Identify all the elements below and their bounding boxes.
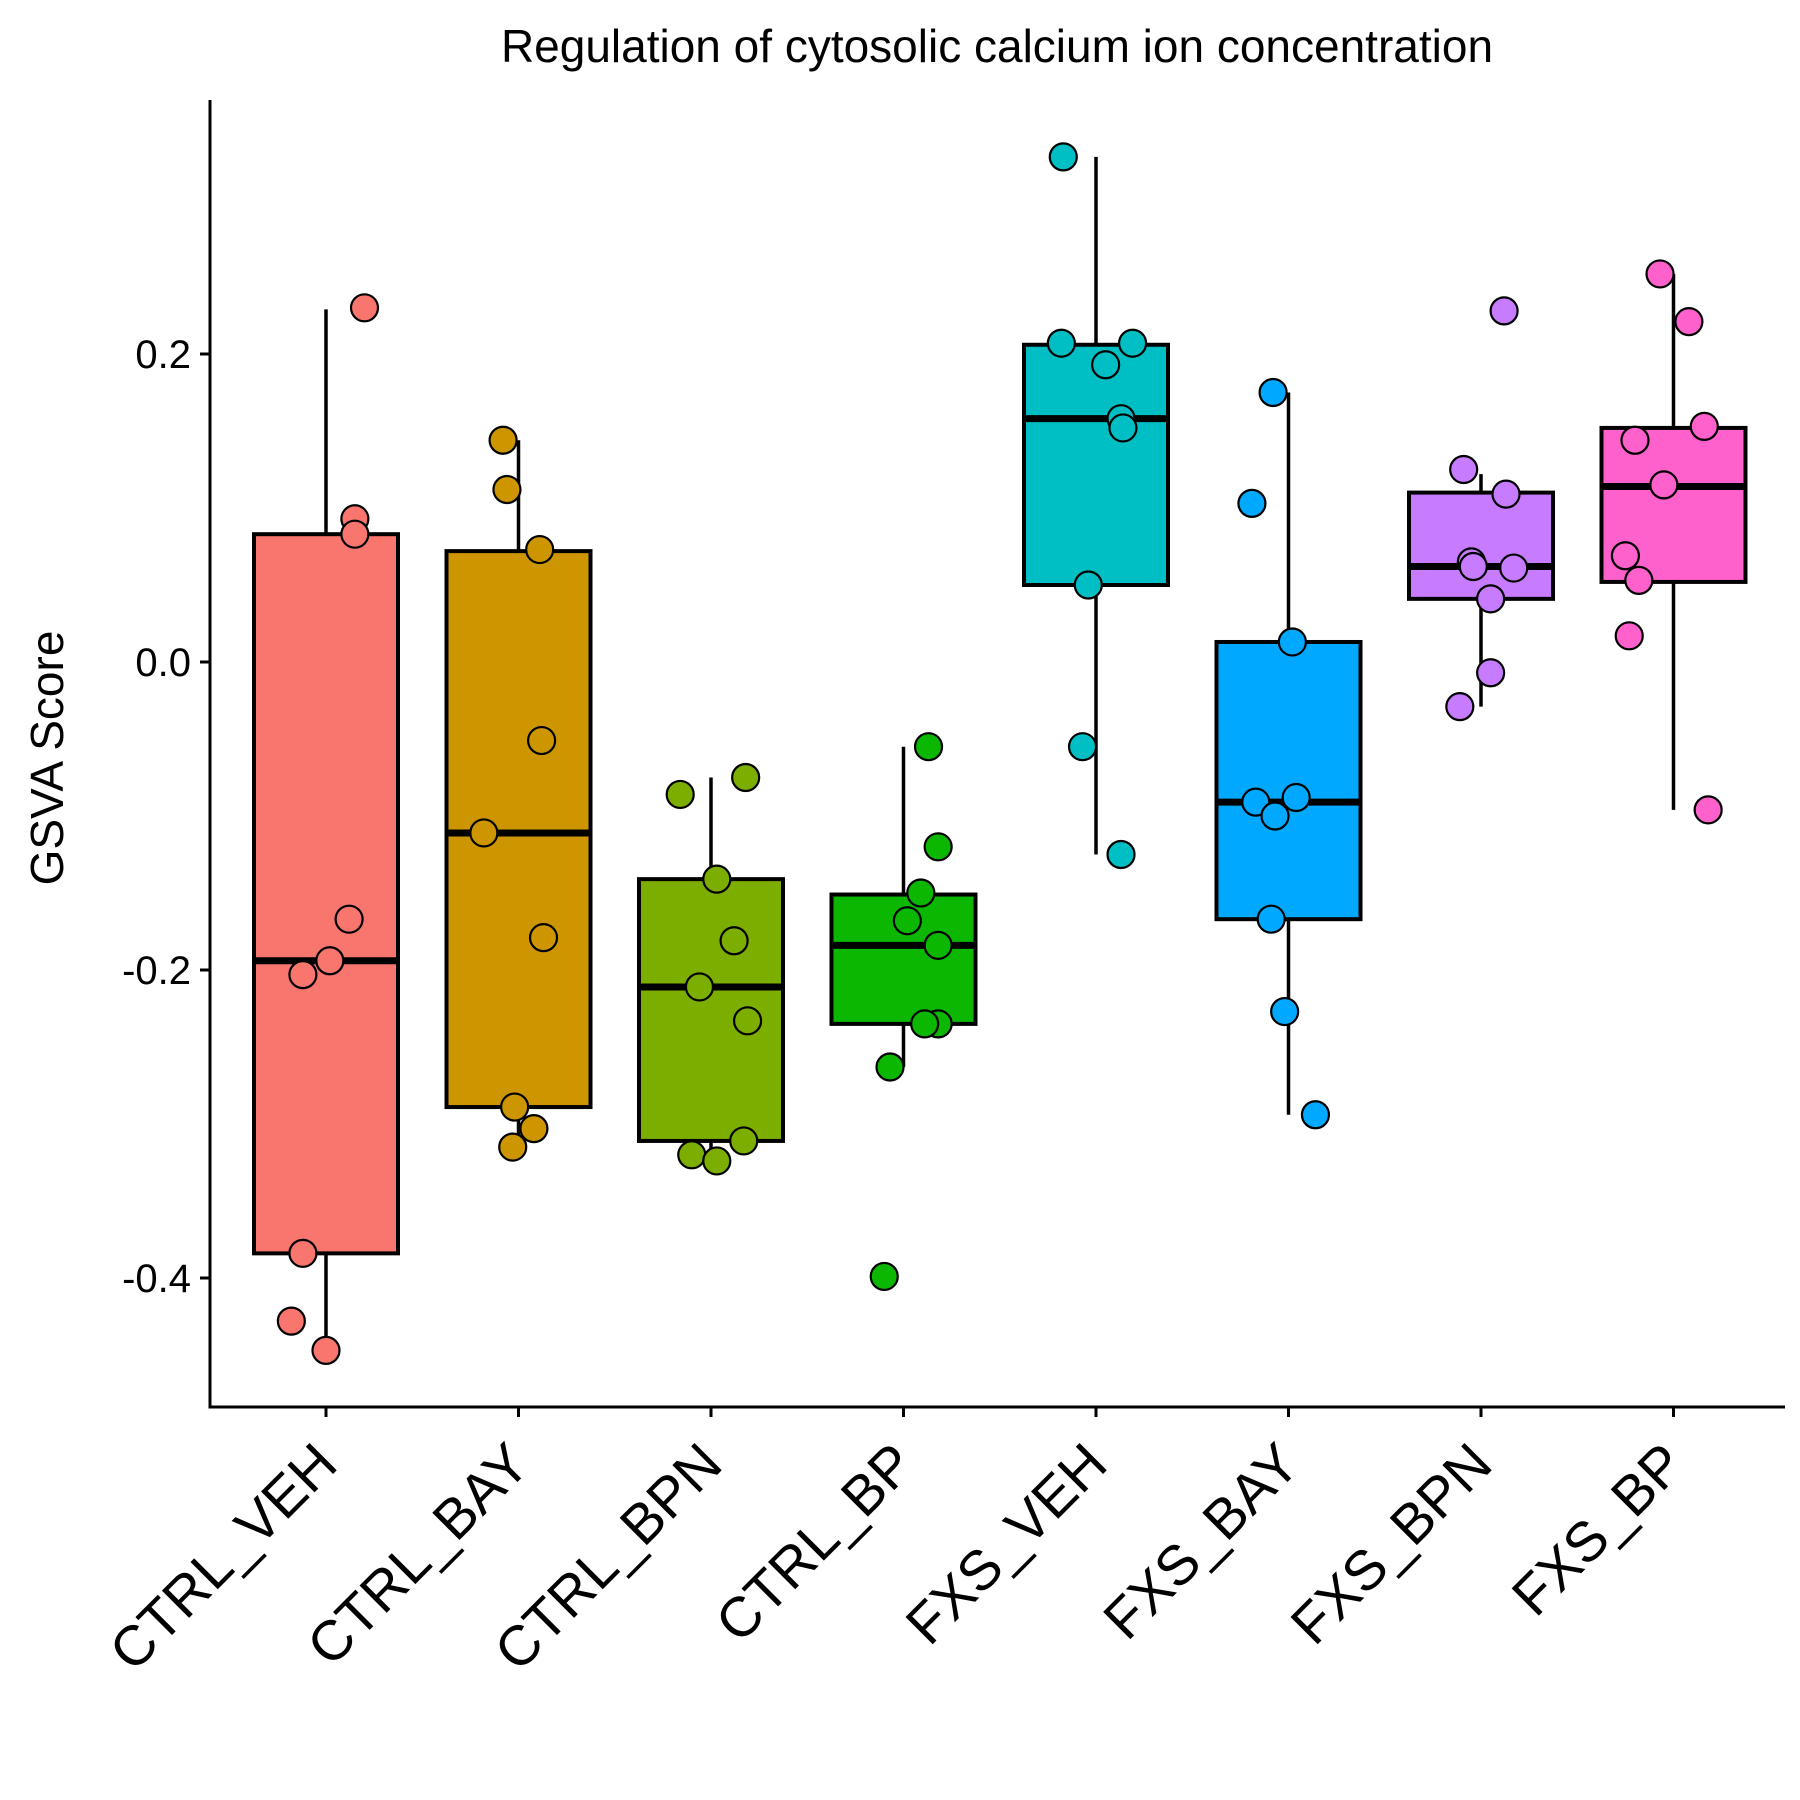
data-point: [665, 779, 695, 810]
data-point: [1258, 377, 1288, 408]
box-group-fxs-veh: [1022, 142, 1170, 870]
plot-area: [252, 142, 1748, 1365]
data-point: [1458, 551, 1488, 582]
data-point: [1106, 839, 1136, 870]
data-point: [729, 1126, 759, 1156]
data-point: [1445, 692, 1475, 722]
data-point: [1620, 425, 1650, 455]
data-point: [340, 519, 370, 549]
data-point: [492, 474, 522, 505]
box-body: [1214, 639, 1363, 922]
chart-title: Regulation of cytosolic calcium ion conc…: [501, 20, 1493, 72]
data-point: [349, 293, 380, 323]
data-point: [1624, 565, 1654, 595]
data-point: [1067, 732, 1098, 762]
y-tick-label: 0.0: [135, 641, 191, 685]
data-point: [525, 534, 555, 565]
data-point: [1645, 259, 1675, 289]
data-point: [731, 762, 761, 793]
data-point: [1689, 411, 1719, 441]
data-point: [702, 864, 732, 894]
data-point: [677, 1140, 707, 1170]
box-body: [252, 532, 400, 1256]
y-axis-ticks: 0.2 0.0 -0.2 -0.4: [122, 333, 210, 1301]
data-point: [519, 1114, 549, 1144]
box-body: [1022, 342, 1170, 588]
box-group-fxs-bay: [1214, 377, 1363, 1130]
data-point: [1073, 570, 1103, 600]
data-point: [500, 1092, 530, 1122]
x-axis-ticks: CTRL_VEHCTRL_BAYCTRL_BPNCTRL_BPFXS_VEHFX…: [97, 1407, 1696, 1682]
data-point: [528, 923, 559, 953]
data-point: [906, 878, 936, 908]
data-point: [1491, 479, 1521, 509]
data-point: [288, 1238, 318, 1268]
data-point: [684, 972, 715, 1002]
data-point: [1610, 541, 1640, 571]
data-point: [892, 906, 922, 936]
box-group-ctrl-veh: [252, 293, 400, 1365]
data-point: [1237, 488, 1267, 518]
data-point: [498, 1132, 528, 1162]
data-point: [1489, 296, 1519, 326]
data-point: [526, 725, 557, 756]
data-point: [923, 930, 953, 960]
data-point: [1260, 801, 1290, 831]
data-point: [1614, 621, 1644, 651]
data-point: [1256, 904, 1286, 934]
box-group-ctrl-bp: [829, 732, 978, 1292]
data-point: [923, 832, 953, 862]
y-tick-label: 0.2: [135, 333, 191, 377]
y-axis-label: GSVA Score: [21, 631, 73, 886]
data-point: [334, 904, 364, 934]
x-tick-label: FXS_BP: [1500, 1431, 1696, 1627]
data-point: [913, 732, 944, 762]
data-point: [469, 818, 499, 848]
data-point: [702, 1146, 732, 1176]
data-point: [1091, 350, 1121, 380]
data-point: [1117, 328, 1148, 358]
data-point: [1476, 584, 1506, 614]
data-point: [1046, 328, 1076, 358]
data-point: [1277, 627, 1307, 657]
data-point: [1476, 658, 1506, 688]
box-group-fxs-bp: [1599, 259, 1748, 825]
data-point: [1499, 553, 1529, 583]
data-point: [276, 1306, 306, 1336]
data-point: [1449, 454, 1479, 485]
data-point: [1693, 795, 1723, 825]
data-point: [315, 946, 345, 976]
box-group-fxs-bpn: [1407, 296, 1555, 722]
data-point: [1281, 782, 1311, 813]
data-point: [1108, 413, 1138, 443]
box-body: [1407, 490, 1555, 601]
data-point: [311, 1335, 341, 1365]
data-point: [1649, 470, 1679, 500]
data-point: [869, 1261, 899, 1292]
y-tick-label: -0.2: [122, 949, 191, 993]
data-point: [488, 425, 518, 455]
data-point: [1270, 996, 1300, 1027]
box-body: [829, 892, 978, 1026]
data-point: [1300, 1100, 1331, 1130]
box-group-ctrl-bpn: [637, 762, 785, 1176]
data-point: [719, 926, 749, 956]
x-tick-label: CTRL_BP: [703, 1431, 926, 1654]
data-point: [910, 1009, 940, 1039]
box-body: [637, 877, 785, 1143]
data-point: [1048, 142, 1078, 172]
data-point: [875, 1052, 905, 1082]
x-tick-label: FXS_BAY: [1091, 1431, 1311, 1651]
x-tick-label: FXS_VEH: [893, 1431, 1118, 1656]
y-tick-label: -0.4: [122, 1257, 191, 1301]
data-point: [1674, 307, 1704, 337]
box-body: [444, 549, 593, 1110]
data-point: [288, 960, 318, 990]
box-group-ctrl-bay: [444, 425, 593, 1162]
x-tick-label: FXS_BPN: [1278, 1431, 1503, 1656]
data-point: [732, 1006, 763, 1036]
